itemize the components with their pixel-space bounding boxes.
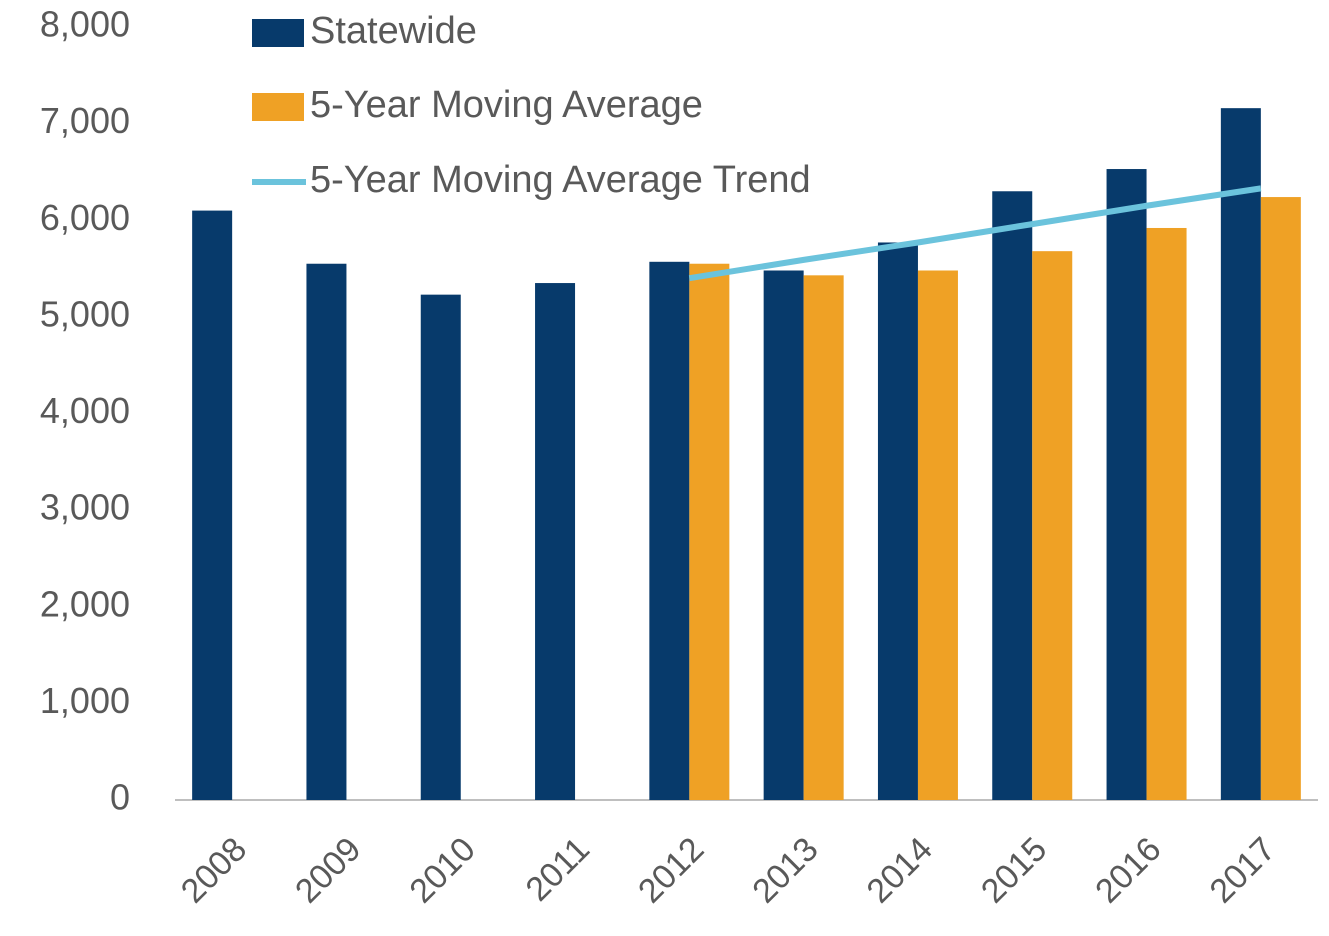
bar <box>535 283 576 800</box>
bar <box>1106 169 1147 800</box>
bar <box>992 191 1033 800</box>
bar <box>689 263 730 800</box>
y-tick-label: 6,000 <box>40 197 130 238</box>
x-tick-label: 2010 <box>402 830 482 910</box>
x-tick-label: 2014 <box>860 830 940 910</box>
bar <box>917 270 958 800</box>
bar <box>1220 108 1261 801</box>
bar <box>1260 197 1301 800</box>
y-tick-label: 5,000 <box>40 293 130 334</box>
y-tick-label: 8,000 <box>40 4 130 45</box>
bar <box>1032 251 1073 801</box>
x-tick-label: 2016 <box>1088 830 1168 910</box>
legend-label: 5-Year Moving Average Trend <box>310 159 811 201</box>
x-tick-label: 2008 <box>174 830 254 910</box>
legend-swatch <box>252 93 304 121</box>
y-tick-label: 7,000 <box>40 100 130 141</box>
bar <box>420 294 461 800</box>
y-tick-label: 4,000 <box>40 390 130 431</box>
y-tick-label: 3,000 <box>40 487 130 528</box>
x-tick-label: 2009 <box>288 830 368 910</box>
x-tick-label: 2017 <box>1203 830 1283 910</box>
y-tick-label: 0 <box>110 777 130 818</box>
x-tick-label: 2011 <box>518 830 597 909</box>
legend-label: Statewide <box>310 10 477 52</box>
x-tick-label: 2013 <box>745 830 825 910</box>
bar <box>649 261 690 801</box>
legend-swatch <box>252 19 304 47</box>
legend-label: 5-Year Moving Average <box>310 84 703 126</box>
x-tick-label: 2015 <box>974 830 1054 910</box>
y-tick-label: 2,000 <box>40 583 130 624</box>
bar <box>1146 227 1187 801</box>
bar <box>803 275 844 800</box>
bar <box>763 270 804 800</box>
bar <box>192 210 233 800</box>
x-tick-label: 2012 <box>631 830 711 910</box>
y-tick-label: 1,000 <box>40 680 130 721</box>
bar <box>877 242 918 800</box>
trend-line <box>688 185 1262 282</box>
bar <box>306 263 347 800</box>
